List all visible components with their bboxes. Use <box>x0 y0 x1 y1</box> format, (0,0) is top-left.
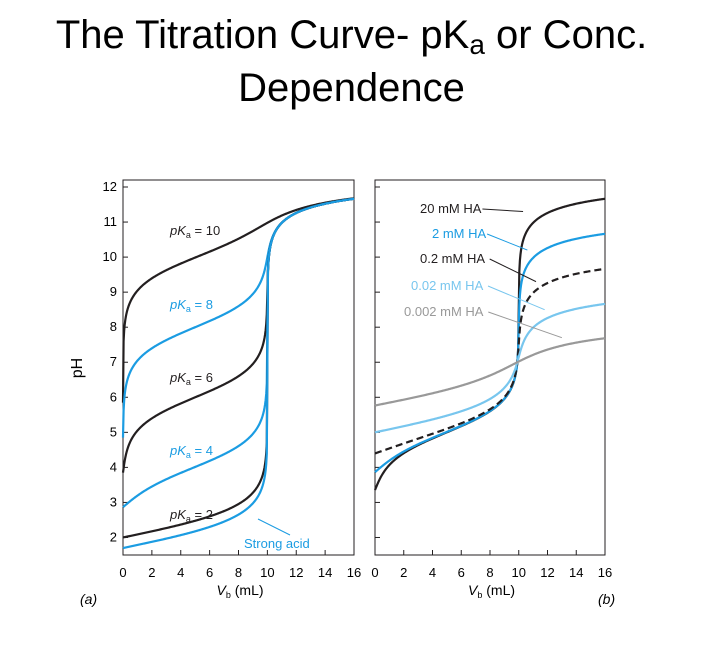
x-tick-label: 2 <box>148 565 155 580</box>
series-label: 20 mM HA <box>420 201 482 216</box>
x-tick-label: 6 <box>206 565 213 580</box>
x-tick-label: 4 <box>429 565 436 580</box>
strong-acid-leader <box>257 518 291 536</box>
series-leader <box>489 258 537 283</box>
series-label: pKa = 8 <box>169 297 213 314</box>
series-leader <box>487 285 545 311</box>
y-tick-label: 4 <box>110 459 117 474</box>
slide-title-line1: The Titration Curve- pKa or Conc. <box>0 12 703 60</box>
x-tick-label: 8 <box>235 565 242 580</box>
series-line-strong-acid <box>122 197 355 550</box>
series-line-pka-4 <box>122 197 355 509</box>
series-label: 0.2 mM HA <box>420 251 485 266</box>
y-tick-label: 6 <box>110 389 117 404</box>
series-leader <box>486 233 528 251</box>
series-leader <box>488 311 563 339</box>
x-tick-label: 0 <box>371 565 378 580</box>
slide-title-line2: Dependence <box>238 66 465 110</box>
x-tick-label: 12 <box>540 565 554 580</box>
series-line-0-2-mm-ha <box>374 267 606 455</box>
series-leader <box>482 208 524 213</box>
title-suffix: or Conc. <box>484 13 648 57</box>
x-tick-label: 0 <box>119 565 126 580</box>
x-tick-label: 8 <box>486 565 493 580</box>
series-label: Strong acid <box>244 536 310 551</box>
x-tick-label: 12 <box>289 565 303 580</box>
series-line-pka-8 <box>121 197 355 438</box>
y-tick-label: 7 <box>110 354 117 369</box>
series-label: pKa = 2 <box>169 507 213 524</box>
x-tick-label: 16 <box>347 565 361 580</box>
y-tick-label: 12 <box>103 179 117 194</box>
x-tick-label: 14 <box>318 565 332 580</box>
series-label: 2 mM HA <box>432 226 487 241</box>
series-label: 0.002 mM HA <box>404 304 484 319</box>
y-tick-label: 8 <box>110 319 117 334</box>
y-tick-label: 5 <box>110 424 117 439</box>
x-tick-label: 2 <box>400 565 407 580</box>
series-line-pka-10 <box>121 197 355 403</box>
x-tick-label: 6 <box>458 565 465 580</box>
x-tick-label: 16 <box>598 565 612 580</box>
x-tick-label: 10 <box>512 565 526 580</box>
x-tick-label: 4 <box>177 565 184 580</box>
y-tick-label: 3 <box>110 494 117 509</box>
panel-label: (b) <box>598 591 615 607</box>
y-axis-label: pH <box>69 358 86 378</box>
panel-frame-1 <box>374 179 606 556</box>
panel-frame-0 <box>122 179 355 556</box>
series-label: pKa = 10 <box>169 223 220 240</box>
x-axis-label: Vb (mL) <box>217 582 264 600</box>
title-subscript: a <box>469 29 485 60</box>
x-axis-label: Vb (mL) <box>468 582 515 600</box>
x-tick-label: 10 <box>260 565 274 580</box>
y-tick-label: 11 <box>104 214 118 229</box>
series-label: pKa = 4 <box>169 443 213 460</box>
title-prefix: The Titration Curve- pK <box>55 13 470 57</box>
series-line-2-mm-ha <box>374 232 606 473</box>
panel-label: (a) <box>80 591 97 607</box>
series-label: pKa = 6 <box>169 370 213 387</box>
series-line-0-002-mm-ha <box>374 337 606 407</box>
y-tick-label: 2 <box>110 529 117 544</box>
series-line-0-02-mm-ha <box>374 302 606 434</box>
x-tick-label: 14 <box>569 565 583 580</box>
series-label: 0.02 mM HA <box>411 278 484 293</box>
y-tick-label: 10 <box>103 249 117 264</box>
y-tick-label: 9 <box>110 284 117 299</box>
series-line-pka-2 <box>122 197 355 539</box>
